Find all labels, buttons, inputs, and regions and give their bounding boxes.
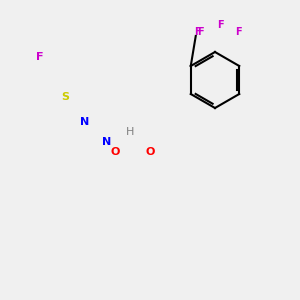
Text: H: H	[126, 127, 134, 137]
Text: S: S	[61, 92, 69, 102]
Text: F: F	[36, 52, 44, 62]
Text: F: F	[197, 27, 203, 37]
Text: N: N	[102, 137, 112, 147]
Text: F: F	[235, 27, 241, 37]
Text: O: O	[145, 147, 155, 157]
Text: O: O	[110, 147, 120, 157]
Text: F: F	[194, 27, 201, 37]
Text: F: F	[217, 20, 223, 30]
Text: N: N	[80, 117, 90, 127]
